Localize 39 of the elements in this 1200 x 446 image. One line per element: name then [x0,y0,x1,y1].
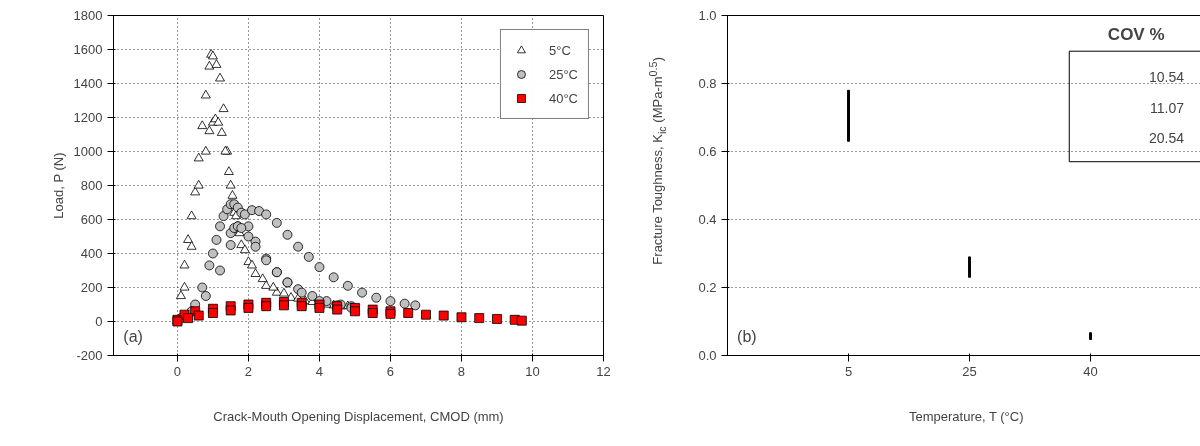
y-axis-title: Load, P (N) [50,152,66,219]
y-tick-label: 0.0 [698,348,717,363]
annotation: (b) [737,328,757,346]
y-tick-label: 1000 [73,144,103,159]
y-tick-label: 1400 [73,76,103,91]
y-tick-label: 0.4 [698,212,717,227]
legend-label: 40°C [548,90,578,106]
annotation: 11.07 [1149,99,1185,116]
x-tick-label: 0 [173,363,182,379]
y-tick-label: 0.2 [698,280,717,295]
x-tick-label: 40 [1083,363,1098,379]
x-tick-label: 5 [844,363,853,379]
x-tick-label: 25 [962,363,977,379]
y-tick-label: 0.6 [698,144,717,159]
y-tick-label: 1.0 [698,8,717,23]
annotation: COV % [1107,25,1165,45]
y-tick-label: 1600 [73,42,103,57]
x-tick-label: 10 [525,363,540,379]
y-tick-label: 0.8 [698,76,717,91]
y-tick-label: 600 [80,212,103,227]
legend-label: 25°C [548,66,578,82]
x-axis-title: Crack-Mouth Opening Displacement, CMOD (mm) [213,408,504,424]
annotation: (a) [123,328,143,346]
x-axis-title: Temperature, T (°C) [909,408,1024,424]
x-tick-label: 4 [315,363,324,379]
y-tick-label: 1800 [73,8,103,23]
y-tick-label: 1200 [73,110,103,125]
y-tick-label: 400 [80,246,103,261]
legend-label: 5°C [548,42,571,58]
x-tick-label: 2 [244,363,253,379]
annotation: 20.54 [1148,130,1185,147]
y-tick-label: 0 [95,314,103,329]
x-tick-label: 12 [596,363,611,379]
y-tick-label: -200 [76,348,103,363]
annotation: 10.54 [1148,68,1185,85]
x-tick-label: 6 [386,363,395,379]
y-tick-label: 200 [80,280,103,295]
y-tick-label: 800 [80,178,103,193]
x-tick-label: 8 [457,363,466,379]
